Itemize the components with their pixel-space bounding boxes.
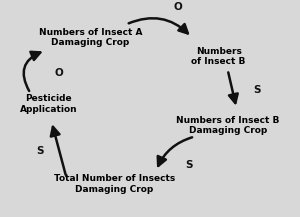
FancyArrowPatch shape xyxy=(228,72,238,103)
FancyArrowPatch shape xyxy=(51,127,66,175)
FancyArrowPatch shape xyxy=(24,52,40,91)
Text: S: S xyxy=(36,146,43,156)
Text: S: S xyxy=(254,85,261,95)
Text: Total Number of Insects
Damaging Crop: Total Number of Insects Damaging Crop xyxy=(53,174,175,194)
Text: Numbers of Insect A
Damaging Crop: Numbers of Insect A Damaging Crop xyxy=(38,28,142,47)
Text: S: S xyxy=(185,159,193,169)
Text: Pesticide
Application: Pesticide Application xyxy=(20,94,77,114)
FancyArrowPatch shape xyxy=(158,137,192,166)
Text: O: O xyxy=(174,2,183,12)
FancyArrowPatch shape xyxy=(129,18,188,33)
Text: Numbers of Insect B
Damaging Crop: Numbers of Insect B Damaging Crop xyxy=(176,116,279,135)
Text: Numbers
of Insect B: Numbers of Insect B xyxy=(191,47,246,66)
Text: O: O xyxy=(55,68,63,78)
